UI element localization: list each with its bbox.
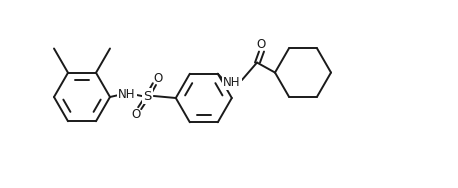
- Text: NH: NH: [118, 89, 136, 102]
- Text: O: O: [153, 71, 163, 84]
- Text: S: S: [144, 89, 152, 102]
- Text: O: O: [256, 38, 266, 51]
- Text: O: O: [131, 108, 141, 121]
- Text: NH: NH: [223, 76, 240, 89]
